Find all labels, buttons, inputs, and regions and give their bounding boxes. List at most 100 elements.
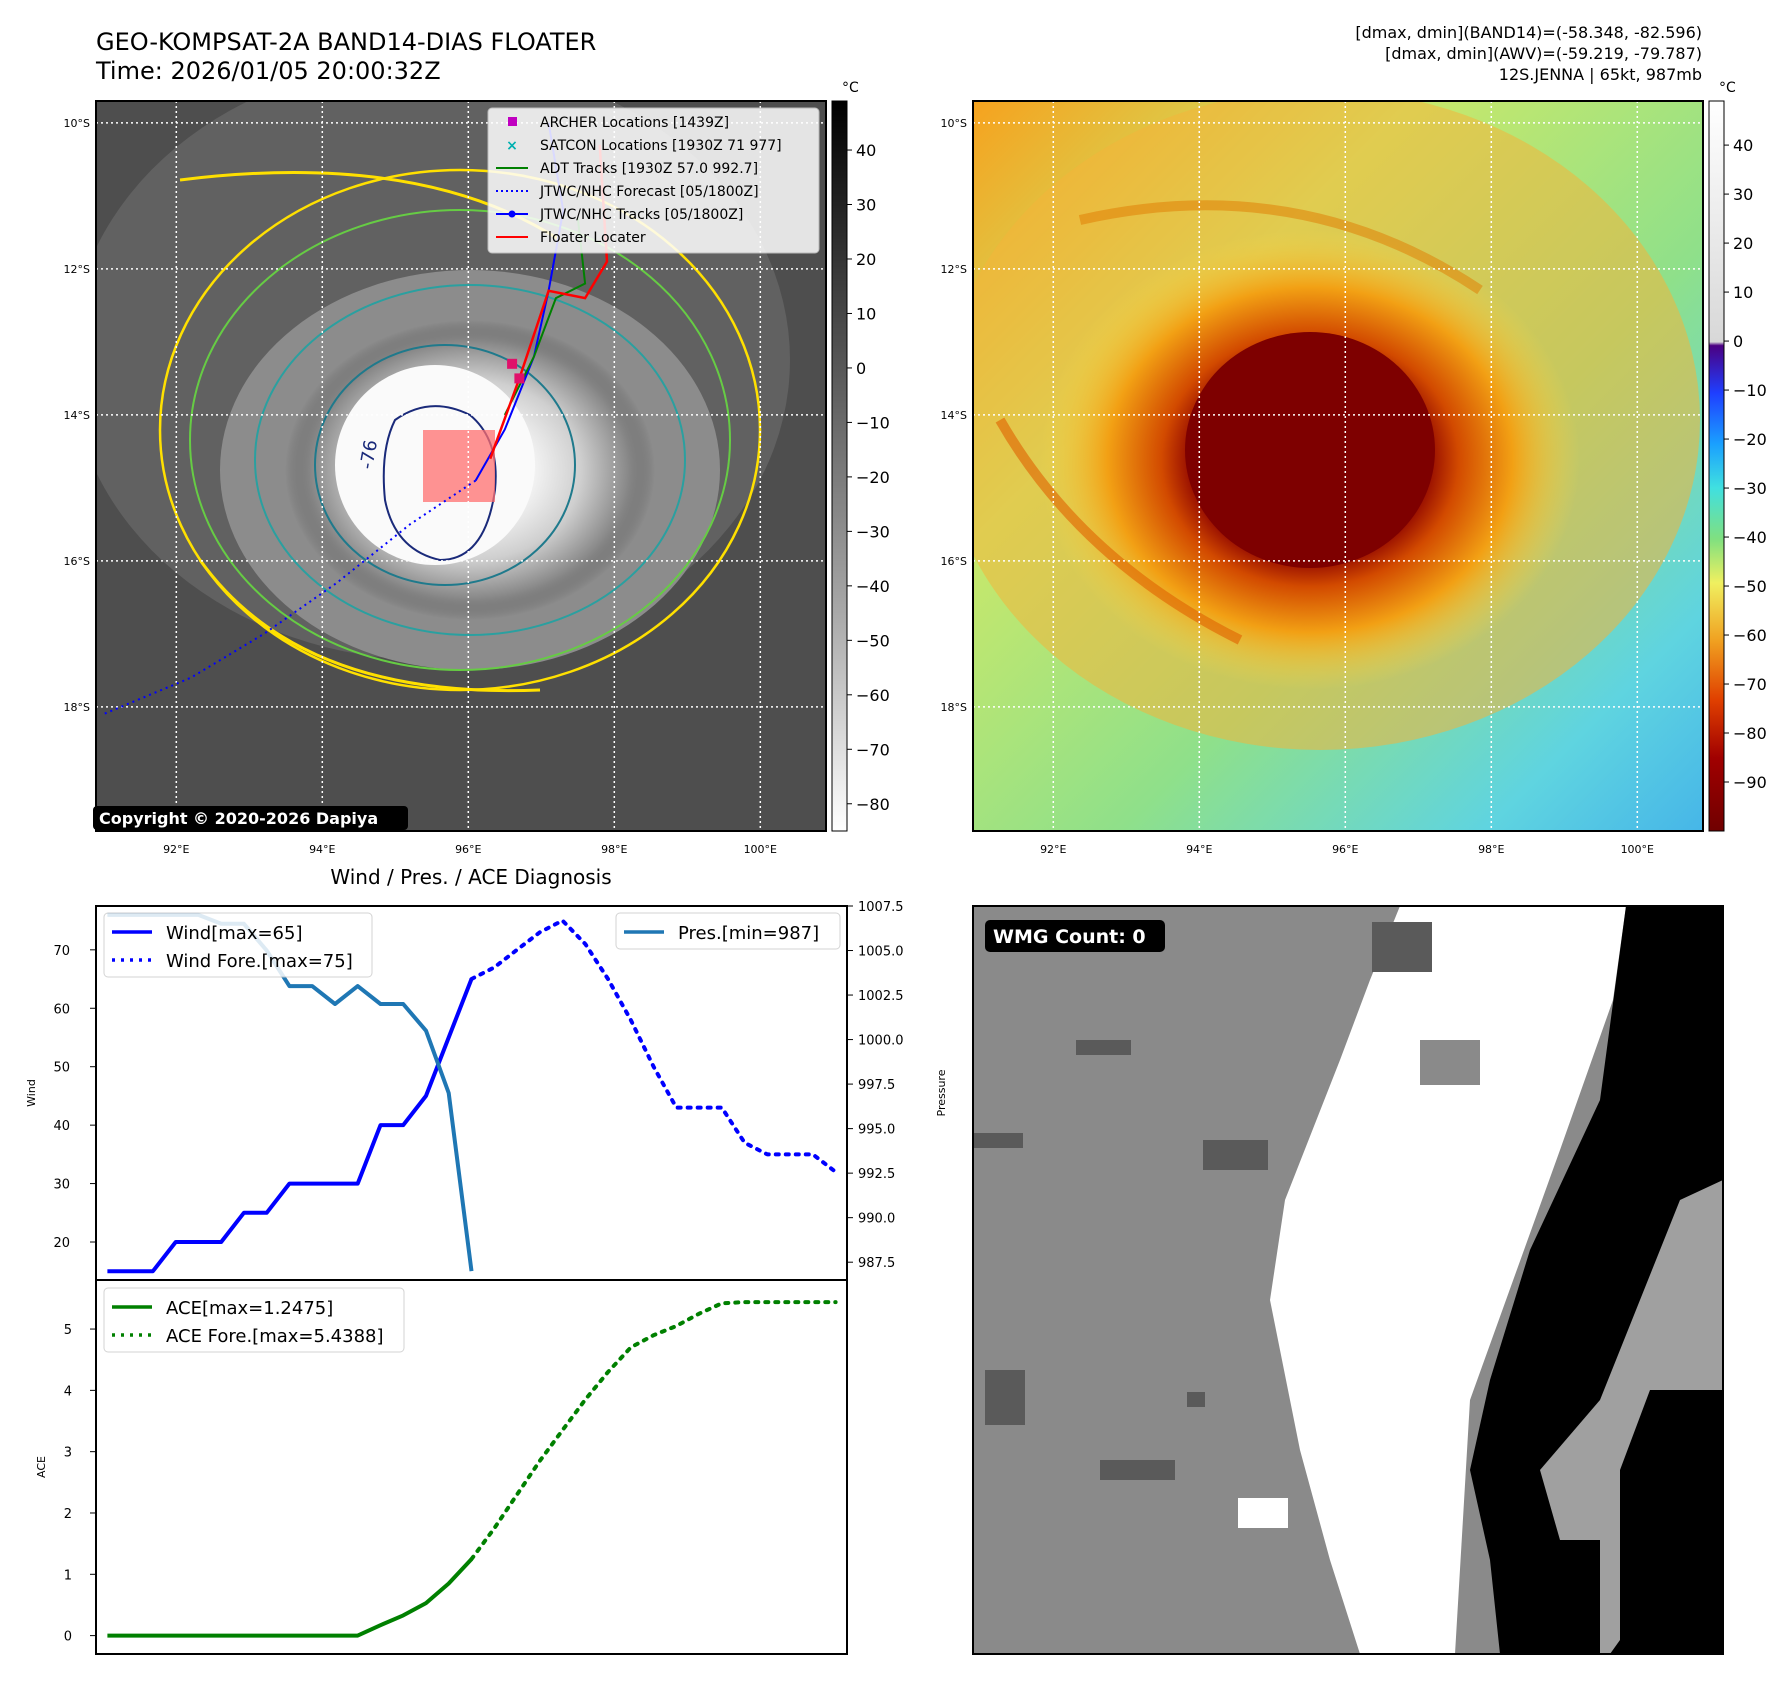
wind-tick-label: 40 (53, 1119, 70, 1134)
pressure-tick-label: 1005.0 (858, 945, 904, 960)
colorbar-tick-label: −30 (856, 522, 890, 541)
wmg-count-label: WMG Count: 0 (993, 926, 1146, 948)
ir-legend-label: ARCHER Locations [1439Z] (540, 115, 729, 131)
awv-colorbar (1708, 100, 1725, 832)
lat-label: 12°S (941, 263, 967, 276)
ace-tick-label: 4 (64, 1384, 72, 1399)
colorbar-tick-label: 20 (1733, 234, 1753, 253)
wind-tick-label: 70 (53, 944, 70, 959)
ir-legend-label: Floater Locater (540, 230, 646, 246)
copyright-text: Copyright © 2020-2026 Dapiya (99, 809, 378, 828)
awv-core (1185, 332, 1435, 568)
archer-points (507, 358, 525, 384)
colorbar-tick-label: −20 (1733, 430, 1767, 449)
colorbar-tick-label: 30 (1733, 185, 1753, 204)
legend-dot-icon (508, 210, 516, 218)
colorbar-tick-label: −60 (1733, 626, 1767, 645)
colorbar-tick-label: −40 (1733, 528, 1767, 547)
lat-label: 18°S (64, 701, 90, 714)
wmg-count-box (985, 920, 1165, 952)
info-line1: [dmax, dmin](BAND14)=(-58.348, -82.596) (1355, 23, 1702, 42)
lat-label: 10°S (64, 117, 90, 130)
pressure-legend-entry: Pres.[min=987] (678, 923, 819, 944)
lon-label: 94°E (1186, 843, 1212, 856)
colorbar-tick-label: 0 (856, 359, 866, 378)
ir-legend-entry: ARCHER Locations [1439Z] (508, 115, 729, 131)
ir-legend-entry: JTWC/NHC Forecast [05/1800Z] (496, 184, 759, 200)
wmg-darkgray-patch (985, 1370, 1025, 1425)
wind-legend: Wind[max=65] Wind Fore.[max=75] (103, 912, 373, 978)
ir-lon-labels: 92°E 94°E 96°E 98°E 100°E (163, 843, 777, 856)
figure-title-line2: Time: 2026/01/05 20:00:32Z (95, 57, 441, 85)
lat-label: 14°S (64, 409, 90, 422)
ace-tick-label: 2 (64, 1507, 72, 1522)
colorbar-tick-label: −80 (856, 795, 890, 814)
ir-frame (95, 100, 827, 832)
colorbar-tick-label: −30 (1733, 479, 1767, 498)
colorbar-tick-label: 40 (856, 141, 876, 160)
ace-series (107, 1300, 838, 1638)
pressure-tick-label: 990.0 (858, 1212, 895, 1227)
wind-tick-label: 20 (53, 1236, 70, 1251)
colorbar-tick-label: 30 (856, 196, 876, 215)
wmg-white-band (1270, 906, 1626, 1654)
ir-colorbar-ticks: 40 30 20 10 0 −10 −20 −30 −40 −50 −60 −70 −80 (847, 141, 890, 814)
ace-tick-label: 5 (64, 1323, 72, 1338)
lat-label: 14°S (941, 409, 967, 422)
wmg-darkgray-patch (1076, 1040, 1131, 1055)
awv-colorbar-ticks: 40 30 20 10 0 −10 −20 −30 −40 −50 −60 −70 −80 −90 (1724, 136, 1767, 792)
ir-lat-labels: 10°S 12°S 14°S 16°S 18°S (64, 117, 90, 714)
wind-forecast-legend-entry: Wind Fore.[max=75] (166, 951, 353, 972)
wmg-panel: WMG Count: 0 (972, 905, 1724, 1655)
colorbar-tick-label: −60 (856, 686, 890, 705)
lat-label: 10°S (941, 117, 967, 130)
awv-lat-gridlines (973, 122, 1703, 708)
awv-colorbar-unit: °C (1719, 80, 1736, 96)
ir-colorbar-unit: °C (842, 80, 859, 96)
pressure-axis-label: Pressure (935, 1069, 948, 1116)
awv-frame (972, 100, 1704, 832)
ace-tick-label: 3 (64, 1446, 72, 1461)
ir-legend-entry: JTWC/NHC Tracks [05/1800Z] (496, 207, 743, 223)
ir-legend-label: JTWC/NHC Forecast [05/1800Z] (539, 184, 759, 200)
lat-label: 18°S (941, 701, 967, 714)
ace-ticks: 5 4 3 2 1 0 (64, 1323, 96, 1645)
ace-tick-label: 0 (64, 1630, 72, 1645)
lon-label: 96°E (1332, 843, 1358, 856)
lon-label: 92°E (163, 843, 189, 856)
ir-legend-label: JTWC/NHC Tracks [05/1800Z] (539, 207, 743, 223)
colorbar-tick-label: −20 (856, 468, 890, 487)
lat-label: 12°S (64, 263, 90, 276)
ace-line (107, 1557, 473, 1638)
pressure-tick-label: 1002.5 (858, 989, 904, 1004)
wind-line (107, 978, 474, 1274)
wind-tick-label: 30 (53, 1178, 70, 1193)
wmg-darkgray-patch (1100, 1460, 1175, 1480)
awv-lon-labels: 92°E 94°E 96°E 98°E 100°E (1040, 843, 1654, 856)
ir-map-panel: -76 10°S 12°S 14°S 16°S 18°S 92°E 94°E 96°E 98°… (64, 80, 890, 856)
wmg-gray-patch (1420, 1040, 1480, 1085)
colorbar-tick-label: −10 (1733, 381, 1767, 400)
info-line2: [dmax, dmin](AWV)=(-59.219, -79.787) (1385, 44, 1702, 63)
legend-x-icon: × (506, 138, 518, 154)
colorbar-tick-label: −50 (1733, 577, 1767, 596)
diagnosis-title: Wind / Pres. / ACE Diagnosis (330, 865, 611, 889)
colorbar-tick-label: 20 (856, 250, 876, 269)
wind-forecast-line (469, 918, 838, 1174)
awv-lon-gridlines (1052, 101, 1639, 831)
archer-point (514, 373, 525, 384)
wind-axis-label: Wind (25, 1079, 38, 1107)
wmg-darkgray-patch (1187, 1392, 1205, 1407)
ace-legend-entry: ACE[max=1.2475] (166, 1298, 333, 1319)
contour-navy-core (382, 405, 497, 562)
colorbar-tick-label: −80 (1733, 724, 1767, 743)
pressure-tick-label: 1007.5 (858, 900, 904, 915)
pressure-ticks: 1007.5 1005.0 1002.5 1000.0 997.5 995.0 992.5 9… (847, 900, 904, 1271)
lon-label: 94°E (309, 843, 335, 856)
contour-teal (254, 284, 686, 636)
colorbar-tick-label: −40 (856, 577, 890, 596)
lon-label: 96°E (455, 843, 481, 856)
lat-label: 16°S (941, 555, 967, 568)
wind-ticks: 70 60 50 40 30 20 (53, 944, 96, 1251)
ir-colorbar (831, 100, 848, 832)
